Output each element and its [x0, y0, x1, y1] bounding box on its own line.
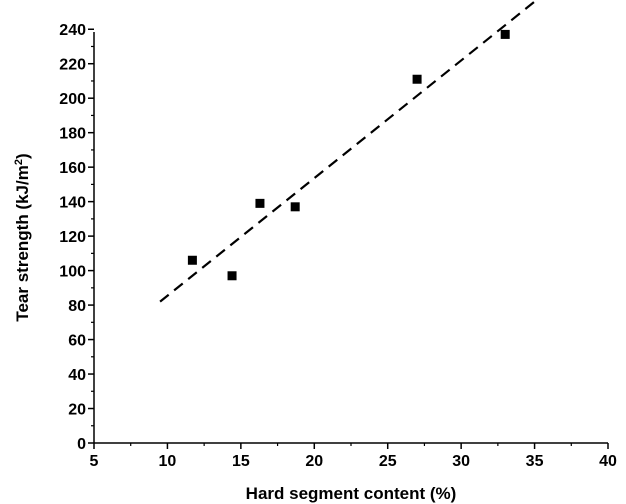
y-tick-label: 200 — [59, 91, 86, 108]
y-tick-label: 160 — [59, 160, 86, 177]
data-point — [290, 202, 300, 212]
x-tick-label: 10 — [159, 453, 177, 470]
y-tick-label: 220 — [59, 57, 86, 74]
y-tick-label: 60 — [68, 333, 86, 350]
fit-line-group — [159, 0, 536, 303]
x-tick-label: 15 — [232, 453, 250, 470]
y-tick-label: 180 — [59, 126, 86, 143]
y-tick-label: 140 — [59, 195, 86, 212]
fit-line — [159, 0, 536, 303]
x-tick-label: 20 — [305, 453, 323, 470]
x-tick-label: 35 — [526, 453, 544, 470]
y-tick-label: 100 — [59, 264, 86, 281]
data-point — [412, 74, 422, 84]
y-tick-label: 120 — [59, 229, 86, 246]
x-tick-label: 40 — [599, 453, 617, 470]
data-points — [187, 29, 510, 281]
y-axis-title-close: ) — [13, 153, 32, 159]
data-point — [255, 198, 265, 208]
x-tick-label: 25 — [379, 453, 397, 470]
y-axis-title: Tear strength (kJ/m2) — [13, 153, 32, 321]
y-tick-label: 240 — [59, 22, 86, 39]
data-point — [227, 271, 237, 281]
data-point — [187, 255, 197, 265]
y-tick-label: 80 — [68, 298, 86, 315]
x-axis-ticks: 5 10 15 20 25 30 35 40 — [90, 443, 617, 470]
y-axis-title-sup: 2 — [13, 159, 25, 165]
x-tick-label: 5 — [90, 453, 99, 470]
x-tick-label: 30 — [452, 453, 470, 470]
axes — [93, 32, 608, 444]
x-axis-title: Hard segment content (%) — [246, 484, 457, 503]
data-point — [500, 29, 510, 39]
y-tick-label: 0 — [77, 436, 86, 453]
y-axis-ticks: 0 20 40 60 80 100 120 140 160 180 200 220 240 — [59, 22, 94, 453]
y-tick-label: 20 — [68, 402, 86, 419]
y-axis-title-main: Tear strength (kJ/m — [13, 165, 32, 322]
y-tick-label: 40 — [68, 367, 86, 384]
